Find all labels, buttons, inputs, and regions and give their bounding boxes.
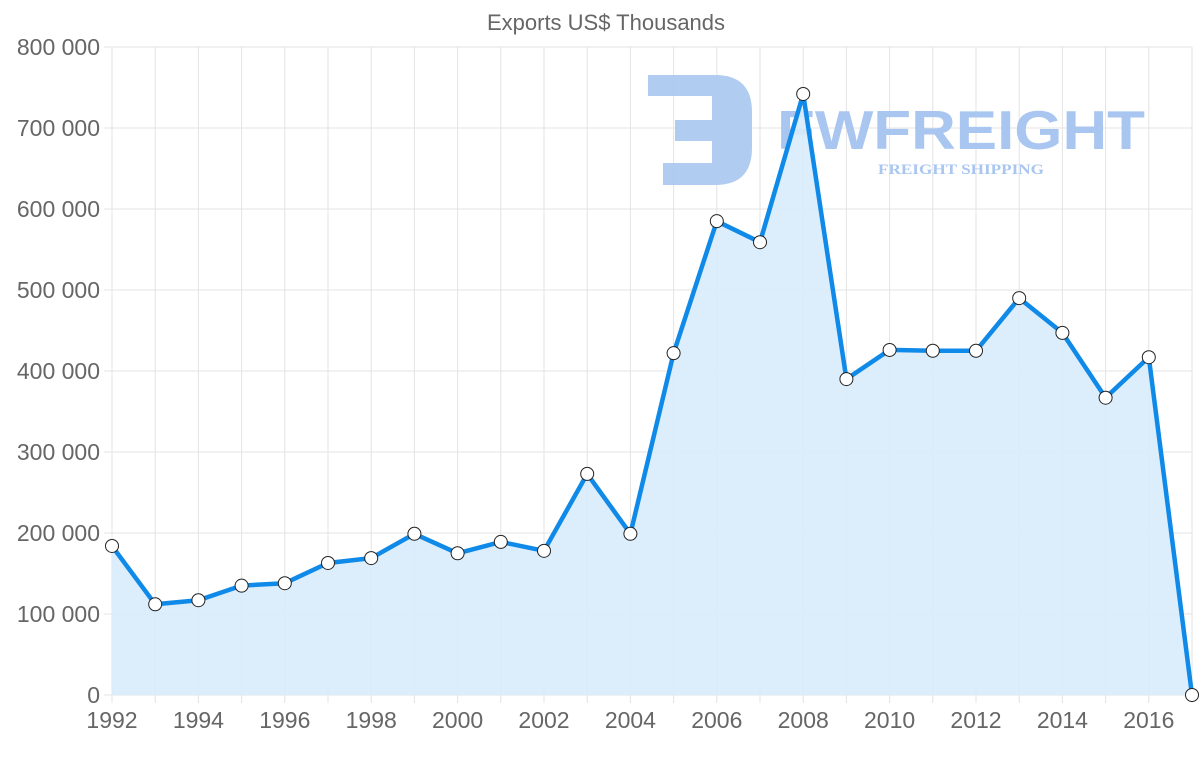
data-point[interactable] xyxy=(1012,291,1027,306)
y-tick-label: 800 000 xyxy=(17,34,100,60)
x-tick-label: 2002 xyxy=(518,707,569,733)
data-point[interactable] xyxy=(709,214,724,229)
data-point[interactable] xyxy=(407,526,422,541)
axis-labels: 0 100 000 200 000 300 000 400 000 500 000 600 … xyxy=(17,34,1175,733)
y-tick-label: 500 000 xyxy=(17,277,100,303)
data-area xyxy=(105,86,1199,702)
data-point[interactable] xyxy=(796,86,811,101)
x-tick-label: 1992 xyxy=(86,707,137,733)
x-tick-label: 2016 xyxy=(1123,707,1174,733)
data-point[interactable] xyxy=(191,593,206,608)
data-point[interactable] xyxy=(882,342,897,357)
data-point[interactable] xyxy=(1055,325,1070,340)
data-point[interactable] xyxy=(839,372,854,387)
data-point[interactable] xyxy=(925,343,940,358)
x-tick-label: 2010 xyxy=(864,707,915,733)
data-point[interactable] xyxy=(580,466,595,481)
data-point[interactable] xyxy=(148,597,163,612)
data-point[interactable] xyxy=(493,534,508,549)
data-point[interactable] xyxy=(450,546,465,561)
data-point[interactable] xyxy=(277,576,292,591)
data-point[interactable] xyxy=(321,555,335,570)
x-tick-label: 2014 xyxy=(1037,707,1088,733)
data-point[interactable] xyxy=(623,526,638,541)
y-tick-label: 300 000 xyxy=(17,439,100,465)
watermark-brand: FWFREIGHT xyxy=(777,99,1145,161)
x-tick-label: 2006 xyxy=(691,707,742,733)
y-tick-label: 100 000 xyxy=(17,601,100,627)
y-tick-label: 200 000 xyxy=(17,520,100,546)
data-point[interactable] xyxy=(1185,688,1199,702)
data-point[interactable] xyxy=(969,343,983,358)
data-point[interactable] xyxy=(234,578,249,593)
data-point[interactable] xyxy=(364,551,379,566)
x-tick-label: 2004 xyxy=(605,707,656,733)
x-tick-label: 2012 xyxy=(950,707,1001,733)
x-tick-label: 2000 xyxy=(432,707,483,733)
area-fill xyxy=(112,94,1192,695)
x-tick-label: 2008 xyxy=(778,707,829,733)
x-tick-label: 1996 xyxy=(259,707,310,733)
x-tick-label: 1994 xyxy=(173,707,224,733)
data-point[interactable] xyxy=(537,543,551,558)
logo-mark-icon xyxy=(648,75,752,185)
data-point[interactable] xyxy=(753,235,767,250)
y-tick-label: 700 000 xyxy=(17,115,100,141)
watermark-logo: FWFREIGHT FREIGHT SHIPPING xyxy=(648,75,1145,185)
y-tick-label: 0 xyxy=(87,682,100,708)
x-tick-label: 1998 xyxy=(346,707,397,733)
y-tick-label: 400 000 xyxy=(17,358,100,384)
data-point[interactable] xyxy=(1098,390,1113,405)
data-point[interactable] xyxy=(1141,350,1156,365)
chart-title: Exports US$ Thousands xyxy=(487,10,725,35)
y-tick-label: 600 000 xyxy=(17,196,100,222)
data-line xyxy=(110,91,1195,696)
data-point[interactable] xyxy=(105,538,119,553)
watermark-tagline: FREIGHT SHIPPING xyxy=(878,162,1044,178)
data-point[interactable] xyxy=(666,346,681,361)
